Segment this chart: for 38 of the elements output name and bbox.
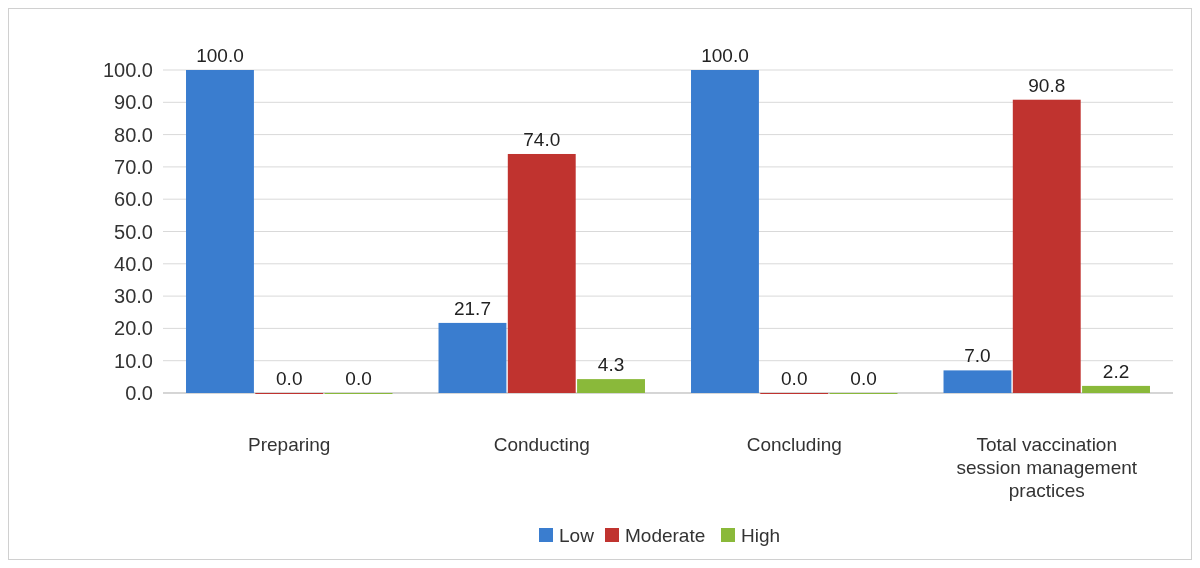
data-label: 0.0	[781, 368, 808, 389]
legend-label: High	[741, 524, 781, 546]
y-tick-label: 90.0	[114, 91, 153, 114]
y-tick-label: 10.0	[114, 349, 153, 372]
x-tick-label: Preparing	[248, 434, 331, 455]
legend-label: Low	[559, 524, 595, 546]
bar	[438, 322, 507, 393]
data-label: 4.3	[597, 354, 625, 376]
y-tick-label: 60.0	[114, 188, 153, 211]
data-label: 2.2	[1102, 360, 1130, 382]
y-tick-label: 50.0	[114, 220, 153, 243]
data-label: 0.0	[276, 368, 303, 389]
y-tick-label: 0.0	[125, 382, 153, 404]
x-tick-label: Conducting	[493, 434, 590, 455]
bar	[691, 70, 759, 393]
y-tick-label: 30.0	[114, 285, 153, 308]
y-tick-label: 80.0	[114, 123, 153, 146]
bar	[577, 379, 645, 393]
legend-label: Moderate	[625, 524, 706, 546]
x-tick-label: Concluding	[746, 434, 842, 455]
data-label: 100.0	[701, 45, 749, 66]
bar	[943, 370, 1012, 393]
y-tick-label: 100.0	[102, 59, 153, 81]
bar	[1012, 99, 1081, 393]
data-label: 100.0	[196, 45, 244, 66]
data-label: 0.0	[345, 368, 372, 389]
bar	[186, 70, 254, 393]
y-tick-label: 70.0	[114, 155, 153, 178]
bar	[507, 153, 576, 393]
data-label: 74.0	[523, 128, 561, 150]
x-tick-label: Total vaccination session management practices	[956, 434, 1138, 501]
data-label: 21.7	[453, 297, 491, 319]
data-label: 0.0	[850, 368, 877, 389]
bar	[1082, 385, 1150, 393]
y-tick-label: 20.0	[114, 317, 153, 340]
y-tick-label: 40.0	[114, 252, 153, 275]
data-label: 7.0	[964, 345, 991, 367]
data-label: 90.8	[1028, 74, 1066, 96]
